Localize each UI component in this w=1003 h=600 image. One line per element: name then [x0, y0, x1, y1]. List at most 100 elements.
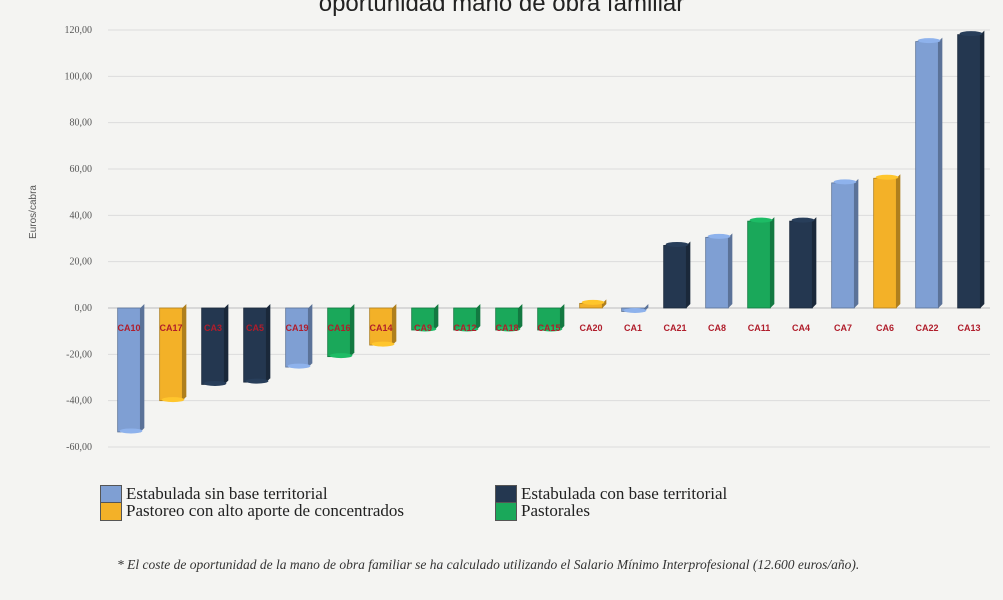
legend-swatch: [100, 501, 122, 521]
bar-CA12: [453, 304, 481, 332]
y-tick-label: 120,00: [65, 25, 93, 36]
bar-side: [896, 174, 901, 308]
category-label: CA19: [285, 323, 308, 333]
bar-side: [770, 217, 775, 308]
bar-cap: [917, 38, 941, 44]
category-label: CA9: [414, 323, 432, 333]
legend-swatch: [495, 501, 517, 521]
bar: [159, 307, 183, 402]
bar-side: [560, 304, 565, 331]
category-label: CA11: [748, 323, 771, 333]
legend-label: Pastorales: [521, 501, 590, 520]
y-tick-label: 40,00: [70, 210, 93, 221]
bar-side: [434, 304, 439, 331]
category-label: CA7: [834, 323, 852, 333]
bar: [831, 182, 855, 309]
y-tick-label: -60,00: [66, 442, 92, 453]
bar-cap: [791, 217, 815, 223]
bar-CA21: [663, 241, 691, 309]
bar-chart: 120,00 100,00 80,00 60,00 40,00 20,00 0,00 -20,…: [28, 25, 990, 453]
category-label: CA10: [117, 323, 140, 333]
bar-cap: [119, 428, 143, 434]
bar-side: [140, 304, 145, 432]
bar: [957, 34, 981, 309]
bar-CA1: [621, 304, 649, 313]
category-label: CA17: [159, 323, 182, 333]
bar: [285, 307, 309, 368]
category-label: CA5: [246, 323, 264, 333]
bar-side: [938, 37, 943, 308]
category-label: CA6: [876, 323, 894, 333]
bar-CA22: [915, 37, 943, 309]
category-label: CA8: [708, 323, 726, 333]
category-label: CA18: [495, 323, 518, 333]
bar-CA16: [327, 304, 355, 359]
category-label: CA15: [537, 323, 560, 333]
bar-CA17: [159, 304, 187, 403]
bar-side: [854, 178, 859, 308]
y-tick-label: 100,00: [65, 71, 93, 82]
bar-CA20: [579, 299, 607, 309]
bar-CA14: [369, 304, 397, 347]
y-axis-label: Euros/cabra: [28, 185, 39, 239]
y-tick-label: 20,00: [70, 257, 93, 268]
bar: [747, 220, 771, 309]
bar-cap: [329, 353, 353, 359]
category-label: CA16: [327, 323, 350, 333]
bar-side: [686, 241, 691, 308]
bar: [243, 307, 267, 383]
bar-CA8: [705, 233, 733, 309]
chart-title: oportunidad mano de obra familiar: [318, 0, 685, 17]
category-label: CA1: [624, 323, 642, 333]
bar-cap: [245, 378, 269, 384]
legend-label: Estabulada con base territorial: [521, 484, 728, 503]
bar-cap: [287, 363, 311, 369]
footnote: * El coste de oportunidad de la mano de …: [117, 557, 860, 572]
category-label: CA22: [915, 323, 938, 333]
label-layer: 120,00 100,00 80,00 60,00 40,00 20,00 0,00 -20,…: [65, 25, 981, 453]
bar-cap: [959, 31, 983, 37]
bar: [789, 220, 813, 309]
bar-CA13: [957, 30, 985, 309]
legend-item: Pastoreo con alto aporte de concentrados: [100, 501, 404, 521]
bar-CA18: [495, 304, 523, 332]
bar: [873, 177, 897, 309]
bar-cap: [539, 326, 563, 332]
bar-CA15: [537, 304, 565, 332]
bar: [201, 307, 225, 385]
category-label: CA21: [663, 323, 686, 333]
bar: [915, 41, 939, 309]
y-tick-label: -40,00: [66, 396, 92, 407]
bar-side: [266, 304, 271, 383]
y-tick-label: 80,00: [70, 118, 93, 129]
legend-label: Estabulada sin base territorial: [126, 484, 328, 503]
legend-item: Estabulada sin base territorial: [100, 484, 328, 504]
category-label: CA3: [204, 323, 222, 333]
bar-side: [308, 304, 313, 368]
bar-CA19: [285, 304, 313, 369]
bar-CA6: [873, 174, 901, 309]
bar-side: [602, 299, 607, 308]
category-label: CA12: [453, 323, 476, 333]
bar-side: [812, 217, 817, 308]
category-label: CA13: [957, 323, 980, 333]
bar-side: [350, 304, 355, 357]
legend-item: Pastorales: [495, 501, 590, 521]
bar-layer: [117, 30, 985, 434]
bar-CA11: [747, 217, 775, 309]
bar-side: [476, 304, 481, 331]
bar-side: [224, 304, 229, 385]
bar-cap: [623, 307, 647, 313]
bar-side: [728, 233, 733, 308]
bar-cap: [875, 174, 899, 180]
bar-cap: [203, 380, 227, 386]
bar-CA5: [243, 304, 271, 384]
y-tick-label: 0,00: [75, 303, 93, 314]
bar-CA3: [201, 304, 229, 386]
bar: [663, 245, 687, 309]
category-label: CA14: [369, 323, 392, 333]
legend-label: Pastoreo con alto aporte de concentrados: [126, 501, 405, 520]
y-tick-label: 60,00: [70, 164, 93, 175]
bar-side: [518, 304, 523, 331]
bar-side: [182, 304, 187, 401]
